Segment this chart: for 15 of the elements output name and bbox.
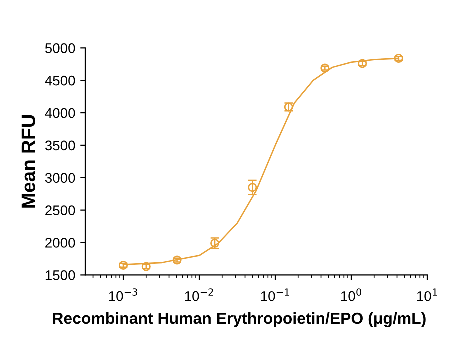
x-tick-label: 10$^{1}$: [417, 288, 438, 302]
y-tick-label: 4500: [45, 76, 76, 86]
x-axis-title: Recombinant Human Erythropoietin/EPO (μg/mL): [53, 312, 426, 328]
y-tick-label: 3500: [45, 140, 76, 151]
x-tick-label: 10$^{−2}$: [185, 288, 214, 302]
y-tick-label: 2500: [46, 206, 76, 216]
y-tick-label: 5000: [45, 43, 76, 54]
y-tick-label: 2000: [46, 238, 76, 248]
y-tick-label: 1500: [46, 270, 76, 280]
x-tick-label: 10$^{−3}$: [109, 288, 138, 302]
x-tick-label: 10$^{0}$: [341, 288, 362, 302]
x-tick-label: 10$^{−1}$: [261, 288, 290, 302]
y-tick-label: 3000: [45, 173, 76, 184]
y-axis-title: Mean RFU: [22, 115, 36, 208]
y-tick-label: 4000: [45, 108, 76, 118]
